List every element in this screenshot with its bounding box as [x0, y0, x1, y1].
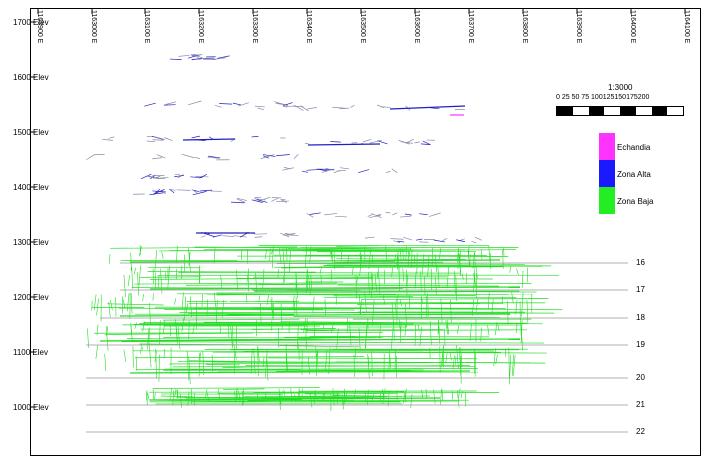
scale-title: 1:3000: [608, 83, 633, 92]
legend-swatch: [599, 160, 615, 187]
level-label: 21: [636, 400, 645, 409]
elevation-label: 1700 Elev: [13, 18, 49, 27]
map-frame: [30, 8, 701, 456]
legend-label: Echandia: [617, 143, 651, 152]
easting-label: 1164100 E: [683, 10, 690, 44]
elevation-label: 1200 Elev: [13, 293, 49, 302]
elevation-label: 1300 Elev: [13, 238, 49, 247]
easting-label: 1163100 E: [143, 10, 150, 44]
scale-bar: 1:3000 0 25 50 75 100125150175200: [556, 83, 684, 123]
easting-label: 1163800 E: [521, 10, 528, 44]
level-lines: [86, 262, 628, 433]
elevation-label: 1100 Elev: [13, 348, 48, 357]
elevation-label: 1600 Elev: [13, 73, 49, 82]
easting-label: 1163600 E: [413, 10, 420, 44]
level-label: 19: [636, 340, 645, 349]
zona-baja-workings: [87, 245, 563, 411]
easting-label: 1163400 E: [305, 10, 312, 44]
elevation-label: 1400 Elev: [13, 183, 49, 192]
easting-label: 1163200 E: [197, 10, 204, 44]
easting-label: 1164000 E: [629, 10, 636, 44]
easting-label: 1163900 E: [36, 10, 43, 44]
easting-label: 1163300 E: [251, 10, 258, 44]
legend-item: Zona Baja: [599, 187, 689, 214]
legend-label: Zona Baja: [617, 197, 654, 206]
level-label: 20: [636, 373, 645, 382]
easting-label: 1163000 E: [90, 10, 97, 44]
level-label: 22: [636, 427, 645, 436]
level-label: 16: [636, 258, 645, 267]
zona-alta-workings: [86, 53, 483, 244]
easting-label: 1163500 E: [359, 10, 366, 44]
elevation-label: 1500 Elev: [13, 128, 49, 137]
easting-label: 1163900 E: [575, 10, 582, 44]
level-label: 18: [636, 313, 645, 322]
legend-label: Zona Alta: [617, 170, 651, 179]
scale-graphic: [556, 106, 684, 116]
legend: Echandia Zona Alta Zona Baja: [599, 133, 689, 214]
scale-ticks: 0 25 50 75 100125150175200: [556, 94, 650, 101]
legend-item: Echandia: [599, 133, 689, 160]
legend-item: Zona Alta: [599, 160, 689, 187]
legend-swatch: [599, 187, 615, 214]
level-label: 17: [636, 285, 645, 294]
elevation-label: 1000 Elev: [13, 403, 49, 412]
legend-swatch: [599, 133, 615, 160]
easting-label: 1163700 E: [467, 10, 474, 44]
